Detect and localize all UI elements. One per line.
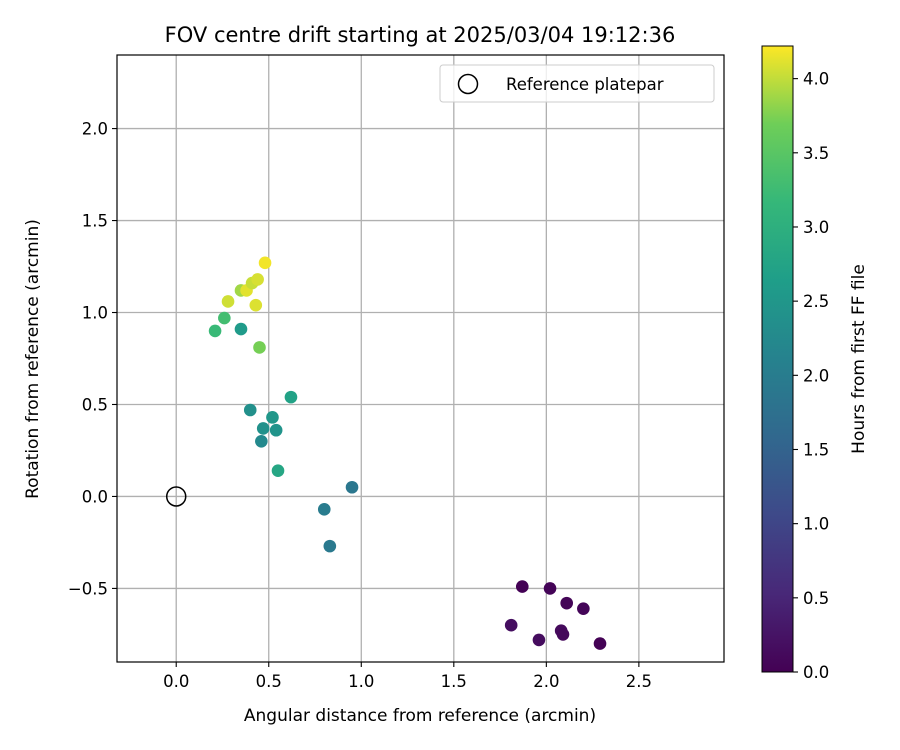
data-point: [556, 628, 570, 641]
colorbar-tick-label: 4.0: [803, 70, 829, 89]
plot-area: [117, 55, 724, 662]
data-point: [221, 295, 235, 308]
chart-title: FOV centre drift starting at 2025/03/04 …: [165, 23, 676, 47]
colorbar-tick-label: 1.5: [803, 440, 829, 459]
data-point: [532, 633, 546, 647]
data-point: [256, 422, 270, 435]
y-tick-label: 0.5: [82, 395, 108, 414]
grid-lines: [117, 55, 724, 662]
data-point: [284, 390, 298, 404]
data-point: [243, 403, 257, 417]
y-tick-label: −0.5: [68, 579, 108, 598]
x-tick-label: 0.5: [256, 672, 282, 691]
data-point: [543, 582, 557, 595]
y-tick-label: 1.0: [82, 304, 108, 323]
y-tick-label: 1.5: [82, 212, 108, 231]
data-point: [271, 464, 285, 478]
colorbar-tick-label: 3.0: [803, 218, 829, 237]
colorbar-tick-label: 0.5: [803, 589, 829, 608]
data-point: [253, 341, 266, 354]
colorbar-label: Hours from first FF file: [849, 264, 869, 454]
data-point: [251, 273, 264, 286]
colorbar: [761, 45, 794, 673]
data-points: [208, 256, 607, 650]
data-point: [266, 411, 279, 424]
plot-frame: [116, 54, 725, 663]
legend-label: Reference platepar: [506, 75, 664, 94]
x-tick-label: 2.5: [626, 672, 652, 691]
legend-marker-open-circle: [457, 73, 479, 95]
data-point: [255, 434, 268, 448]
y-tick-label: 0.0: [82, 487, 108, 506]
x-tick-label: 1.5: [441, 672, 467, 691]
x-tick-label: 0.0: [163, 672, 189, 691]
data-point: [317, 503, 331, 516]
data-point: [218, 311, 231, 325]
reference-platepar-point: [165, 486, 187, 507]
y-tick-label: 2.0: [82, 120, 108, 139]
legend-box: [439, 64, 715, 103]
data-point: [258, 256, 272, 270]
data-point: [208, 324, 222, 338]
y-axis-label: Rotation from reference (arcmin): [23, 219, 43, 499]
y-axis-ticks: −0.5 0.0 0.5 1.0 1.5 2.0: [68, 120, 117, 598]
data-point: [504, 618, 518, 632]
data-point: [560, 596, 573, 610]
x-tick-label: 1.0: [348, 672, 374, 691]
x-axis-ticks: 0.0 0.5 1.0 1.5 2.0 2.5: [163, 662, 652, 691]
data-point: [345, 480, 359, 494]
colorbar-tick-label: 0.0: [803, 663, 829, 682]
colorbar-tick-label: 1.0: [803, 515, 829, 534]
data-point: [234, 322, 248, 336]
colorbar-tick-label: 2.0: [803, 366, 829, 385]
data-point: [593, 637, 607, 650]
legend: Reference platepar: [439, 64, 715, 103]
colorbar-tick-label: 2.5: [803, 292, 829, 311]
data-point: [515, 580, 529, 593]
data-point: [323, 539, 337, 553]
data-point: [269, 423, 283, 437]
data-point: [577, 602, 590, 615]
reference-marker: [165, 486, 187, 507]
colorbar-tick-label: 3.5: [803, 144, 829, 163]
colorbar-ticks: 0.0 0.5 1.0 1.5 2.0 2.5 3.0 3.5 4.0: [793, 70, 829, 682]
x-tick-label: 2.0: [533, 672, 559, 691]
data-point: [249, 298, 263, 312]
x-axis-label: Angular distance from reference (arcmin): [244, 706, 596, 726]
